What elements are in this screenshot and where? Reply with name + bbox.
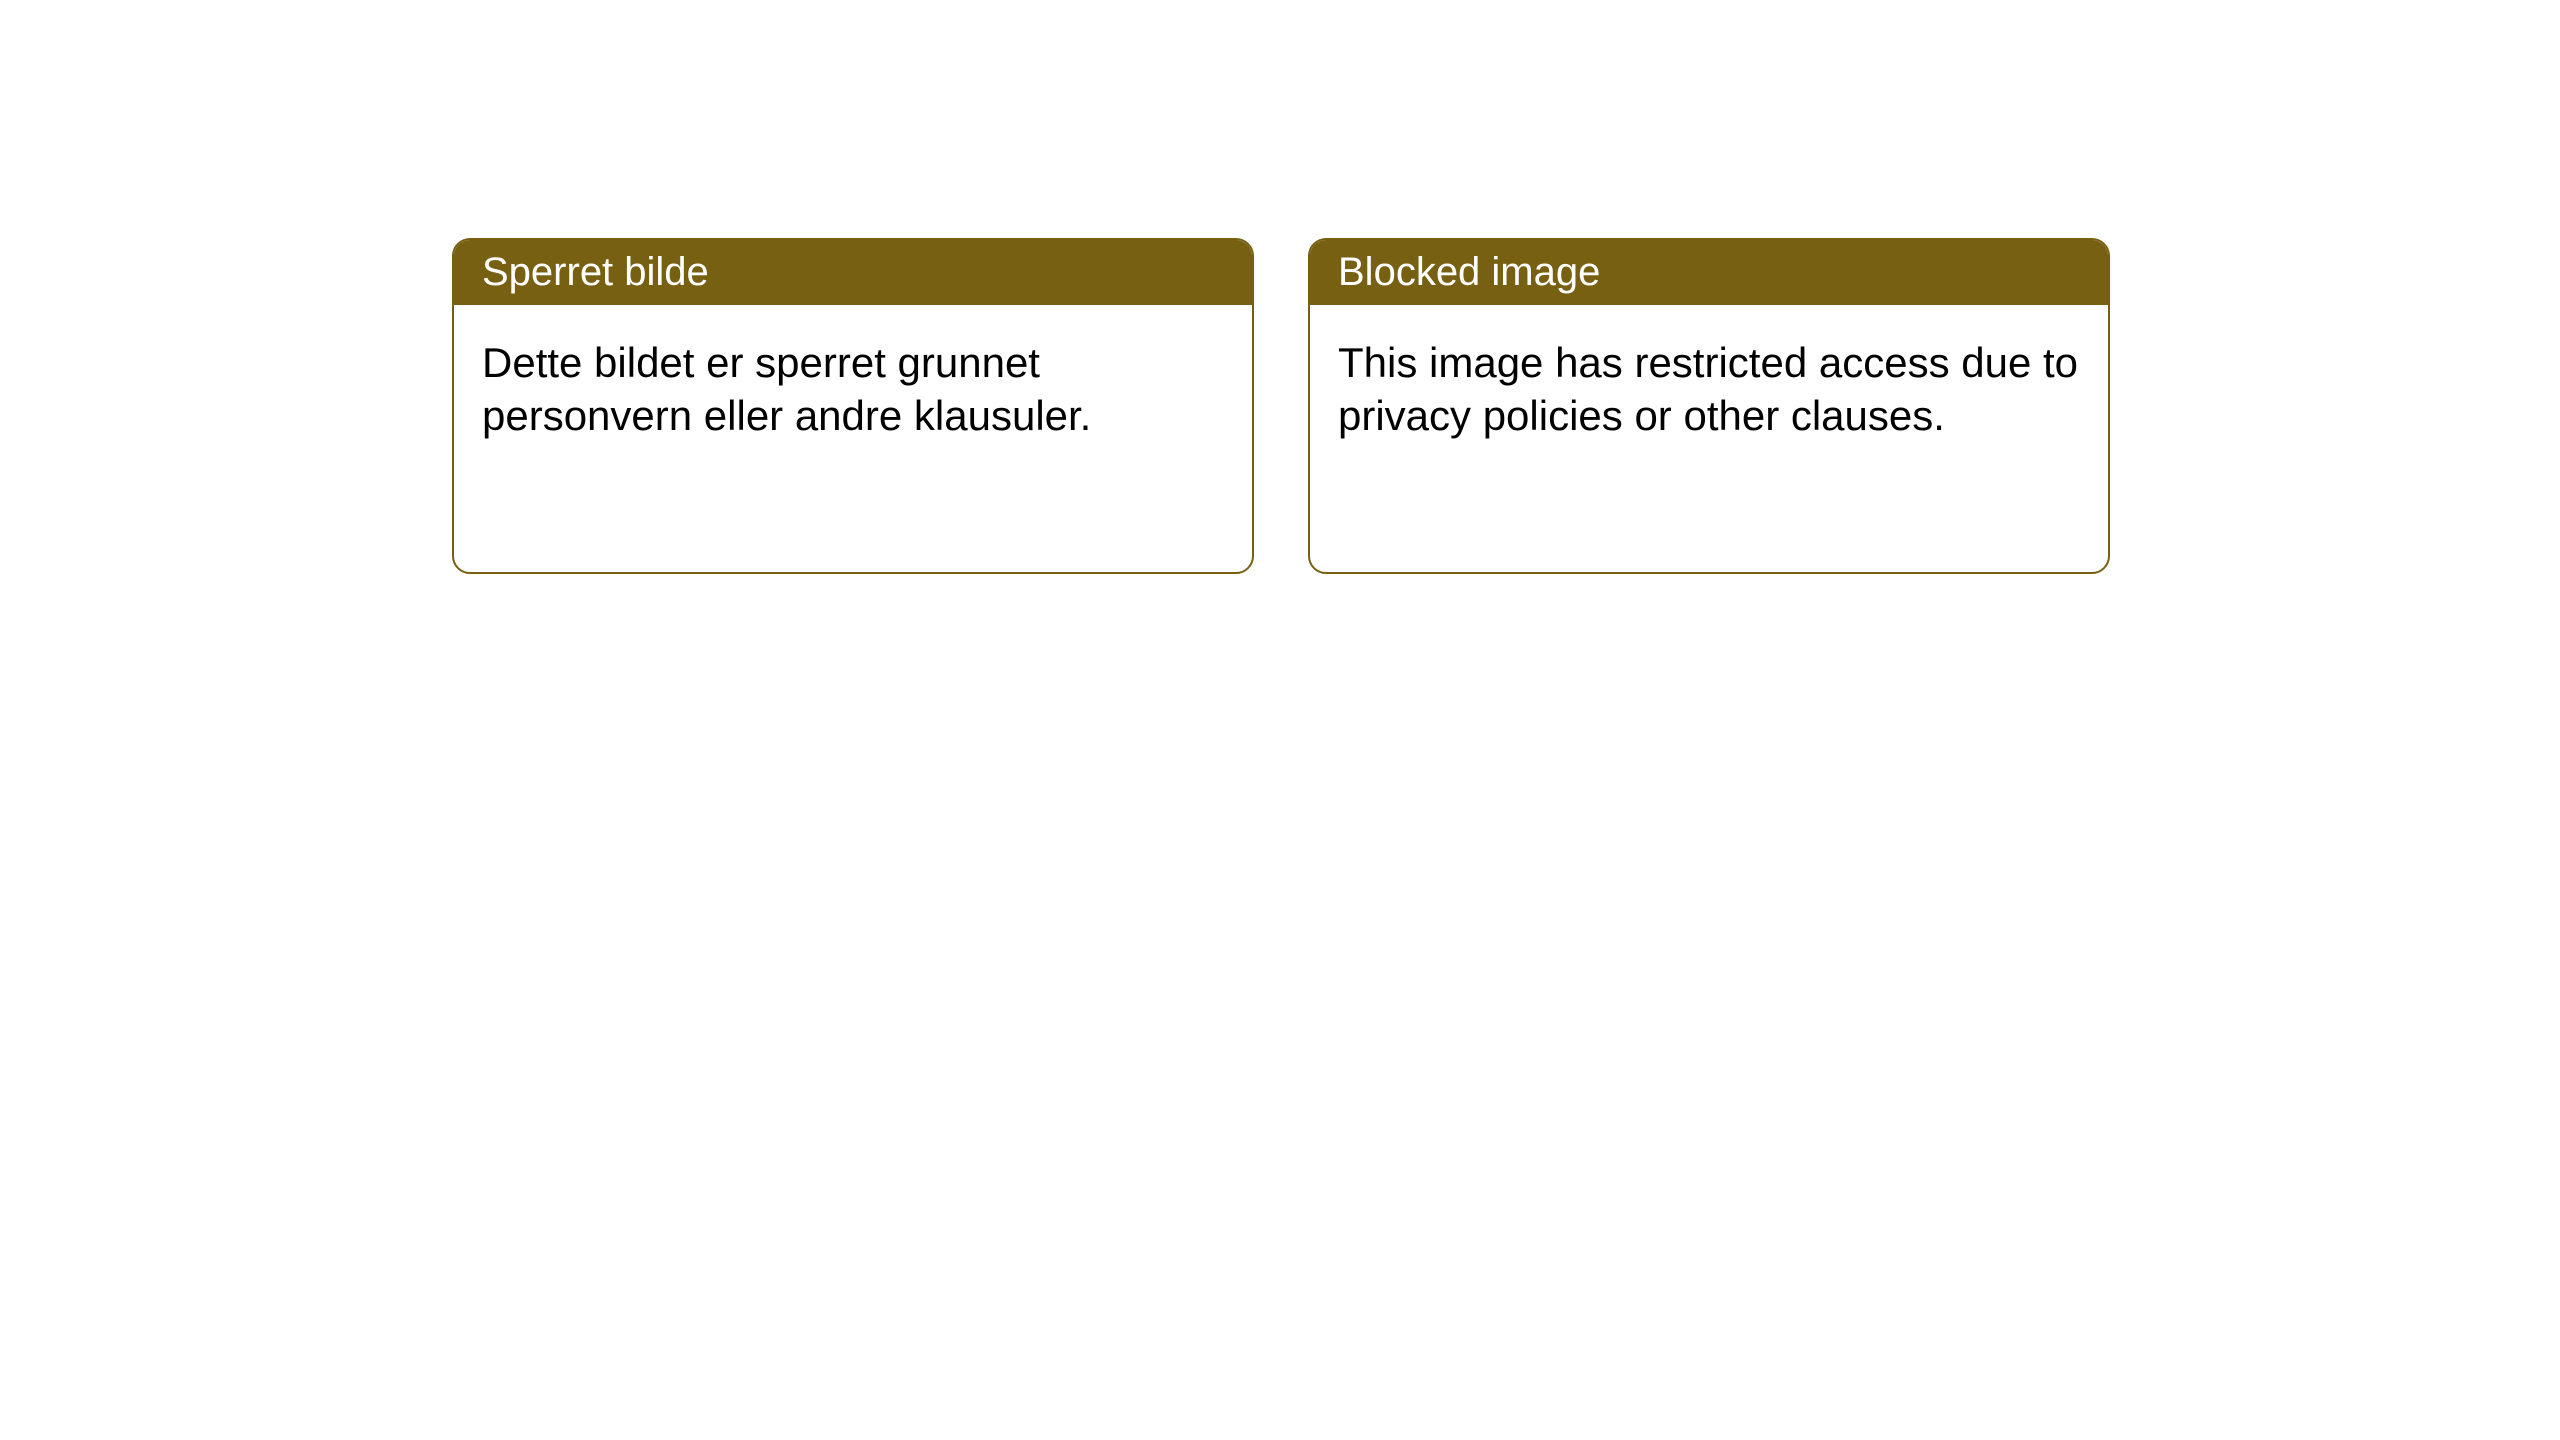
blocked-image-card-english: Blocked image This image has restricted …: [1308, 238, 2110, 574]
card-body: This image has restricted access due to …: [1310, 305, 2108, 474]
cards-container: Sperret bilde Dette bildet er sperret gr…: [452, 238, 2110, 574]
blocked-image-card-norwegian: Sperret bilde Dette bildet er sperret gr…: [452, 238, 1254, 574]
card-title: Blocked image: [1310, 240, 2108, 305]
card-title: Sperret bilde: [454, 240, 1252, 305]
card-body: Dette bildet er sperret grunnet personve…: [454, 305, 1252, 474]
